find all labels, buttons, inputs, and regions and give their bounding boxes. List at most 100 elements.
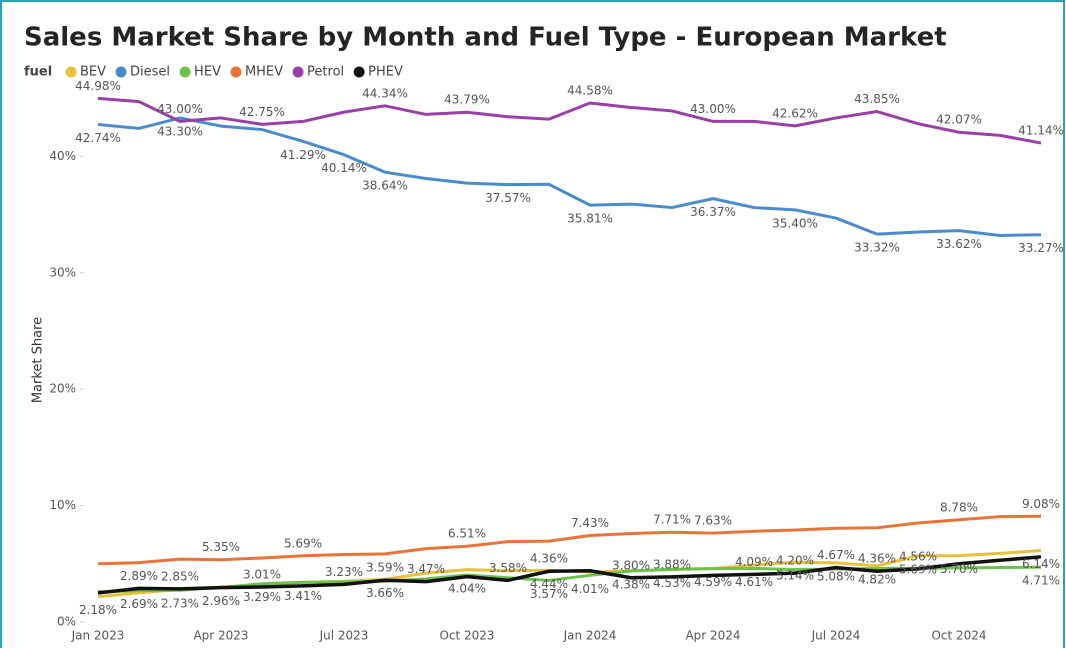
data-label: 8.78% bbox=[940, 500, 978, 514]
data-label: 3.57% bbox=[530, 587, 568, 601]
data-label: 44.98% bbox=[75, 79, 121, 93]
data-label: 40.14% bbox=[321, 161, 367, 175]
data-label: 36.37% bbox=[690, 205, 736, 219]
data-label: 6.51% bbox=[448, 527, 486, 541]
legend-label: PHEV bbox=[368, 65, 403, 80]
x-tick-label: Jul 2023 bbox=[319, 629, 369, 643]
data-label: 3.29% bbox=[243, 590, 281, 604]
series-line bbox=[97, 555, 1042, 595]
data-label: 4.20% bbox=[776, 554, 814, 568]
data-label: 37.57% bbox=[485, 191, 531, 205]
data-label: 2.85% bbox=[161, 569, 199, 583]
legend-label: MHEV bbox=[245, 65, 283, 80]
data-label: 42.75% bbox=[239, 105, 285, 119]
x-tick-label: Apr 2023 bbox=[193, 629, 248, 643]
y-tick-label: 10% bbox=[49, 498, 76, 512]
data-label: 4.59% bbox=[694, 575, 732, 589]
data-label: 2.89% bbox=[120, 569, 158, 583]
legend-label: HEV bbox=[194, 65, 221, 80]
data-label: 33.62% bbox=[936, 237, 982, 251]
data-label: 4.82% bbox=[858, 572, 896, 586]
data-label: 9.08% bbox=[1022, 497, 1060, 511]
data-label: 5.08% bbox=[817, 569, 855, 583]
data-label: 3.47% bbox=[407, 562, 445, 576]
data-label: 43.79% bbox=[444, 93, 490, 107]
legend-marker bbox=[115, 66, 127, 78]
data-label: 42.74% bbox=[75, 131, 121, 145]
data-label: 5.69% bbox=[899, 562, 937, 576]
data-label: 3.66% bbox=[366, 586, 404, 600]
data-label: 4.61% bbox=[735, 575, 773, 589]
data-label: 2.73% bbox=[161, 597, 199, 611]
y-tick-label: 20% bbox=[49, 382, 76, 396]
series-line bbox=[97, 514, 1042, 566]
legend-marker bbox=[65, 66, 77, 78]
data-label: 4.09% bbox=[735, 555, 773, 569]
data-label: 2.96% bbox=[202, 594, 240, 608]
legend-label: BEV bbox=[80, 65, 106, 80]
data-label: 4.04% bbox=[448, 581, 486, 595]
data-label: 5.35% bbox=[202, 540, 240, 554]
data-label: 2.69% bbox=[120, 597, 158, 611]
data-label: 33.27% bbox=[1018, 241, 1064, 255]
data-label: 3.58% bbox=[489, 561, 527, 575]
data-label: 4.01% bbox=[571, 582, 609, 596]
series-line bbox=[97, 116, 1042, 238]
legend-label: Petrol bbox=[307, 65, 344, 80]
data-label: 4.36% bbox=[530, 552, 568, 566]
data-label: 35.81% bbox=[567, 212, 613, 226]
data-label: 7.71% bbox=[653, 513, 691, 527]
data-label: 33.32% bbox=[854, 241, 900, 255]
data-label: 41.14% bbox=[1018, 124, 1064, 138]
data-label: 44.58% bbox=[567, 84, 613, 98]
data-label: 3.88% bbox=[653, 557, 691, 571]
y-tick-label: 40% bbox=[49, 149, 76, 163]
series-line bbox=[97, 96, 1042, 145]
data-label: 5.70% bbox=[940, 562, 978, 576]
data-label: 7.43% bbox=[571, 516, 609, 530]
data-label: 42.62% bbox=[772, 106, 818, 120]
x-tick-label: Jan 2024 bbox=[563, 629, 617, 643]
data-label: 3.41% bbox=[284, 589, 322, 603]
data-label: 4.44% bbox=[530, 577, 568, 591]
x-tick-label: Apr 2024 bbox=[685, 629, 740, 643]
data-label: 41.29% bbox=[280, 148, 326, 162]
legend-title: fuel bbox=[24, 65, 52, 80]
chart-title: Sales Market Share by Month and Fuel Typ… bbox=[24, 23, 947, 53]
data-label: 4.53% bbox=[653, 576, 691, 590]
data-label: 4.56% bbox=[899, 549, 937, 563]
legend-marker bbox=[292, 66, 304, 78]
y-axis-title: Market Share bbox=[31, 317, 46, 403]
data-label: 3.01% bbox=[243, 567, 281, 581]
data-label: 3.59% bbox=[366, 561, 404, 575]
legend-marker bbox=[353, 66, 365, 78]
data-label: 44.34% bbox=[362, 86, 408, 100]
data-label: 43.85% bbox=[854, 92, 900, 106]
data-label: 38.64% bbox=[362, 179, 408, 193]
data-label: 2.18% bbox=[79, 603, 117, 617]
data-label: 43.00% bbox=[157, 102, 203, 116]
y-tick-label: 0% bbox=[57, 615, 76, 629]
data-label: 35.40% bbox=[772, 216, 818, 230]
x-tick-label: Jul 2024 bbox=[811, 629, 861, 643]
data-label: 4.38% bbox=[612, 578, 650, 592]
legend-label: Diesel bbox=[130, 65, 170, 80]
y-tick-label: 30% bbox=[49, 265, 76, 279]
data-label: 6.14% bbox=[1022, 557, 1060, 571]
data-label: 5.14% bbox=[776, 569, 814, 583]
x-tick-label: Jan 2023 bbox=[71, 629, 125, 643]
data-label: 43.30% bbox=[157, 124, 203, 138]
data-label: 4.36% bbox=[858, 552, 896, 566]
data-label: 5.69% bbox=[284, 536, 322, 550]
legend-marker bbox=[179, 66, 191, 78]
data-label: 42.07% bbox=[936, 113, 982, 127]
series-line bbox=[97, 565, 1042, 594]
legend-marker bbox=[230, 66, 242, 78]
x-tick-label: Oct 2024 bbox=[931, 629, 986, 643]
data-label: 7.63% bbox=[694, 514, 732, 528]
data-label: 4.67% bbox=[817, 548, 855, 562]
data-label: 4.71% bbox=[1022, 574, 1060, 588]
data-label: 3.80% bbox=[612, 558, 650, 572]
